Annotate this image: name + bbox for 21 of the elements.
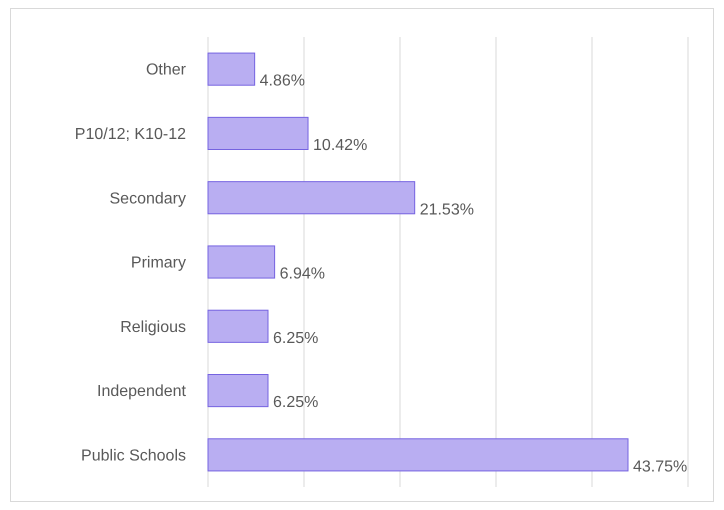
bar [208,438,628,472]
bar [208,52,256,86]
y-tick-label: Public Schools [81,447,186,464]
y-tick-label: P10/12; K10-12 [74,126,186,144]
bar [208,310,268,343]
data-label: 4.86% [260,72,306,90]
data-label: 6.94% [280,266,325,283]
bar [208,116,309,150]
data-label: 6.25% [273,330,318,347]
y-tick-label: Other [146,62,187,79]
bar [208,374,268,408]
data-label: 10.42% [313,137,368,154]
bar [208,181,416,214]
data-label: 43.75% [633,458,688,476]
y-tick-label: Independent [97,383,187,400]
y-tick-label: Religious [120,318,186,336]
y-tick-label: Secondary [110,190,186,208]
data-label: 21.53% [420,201,474,218]
y-tick-label: Primary [130,254,186,272]
data-label: 6.25% [273,394,318,412]
bar [208,245,276,279]
